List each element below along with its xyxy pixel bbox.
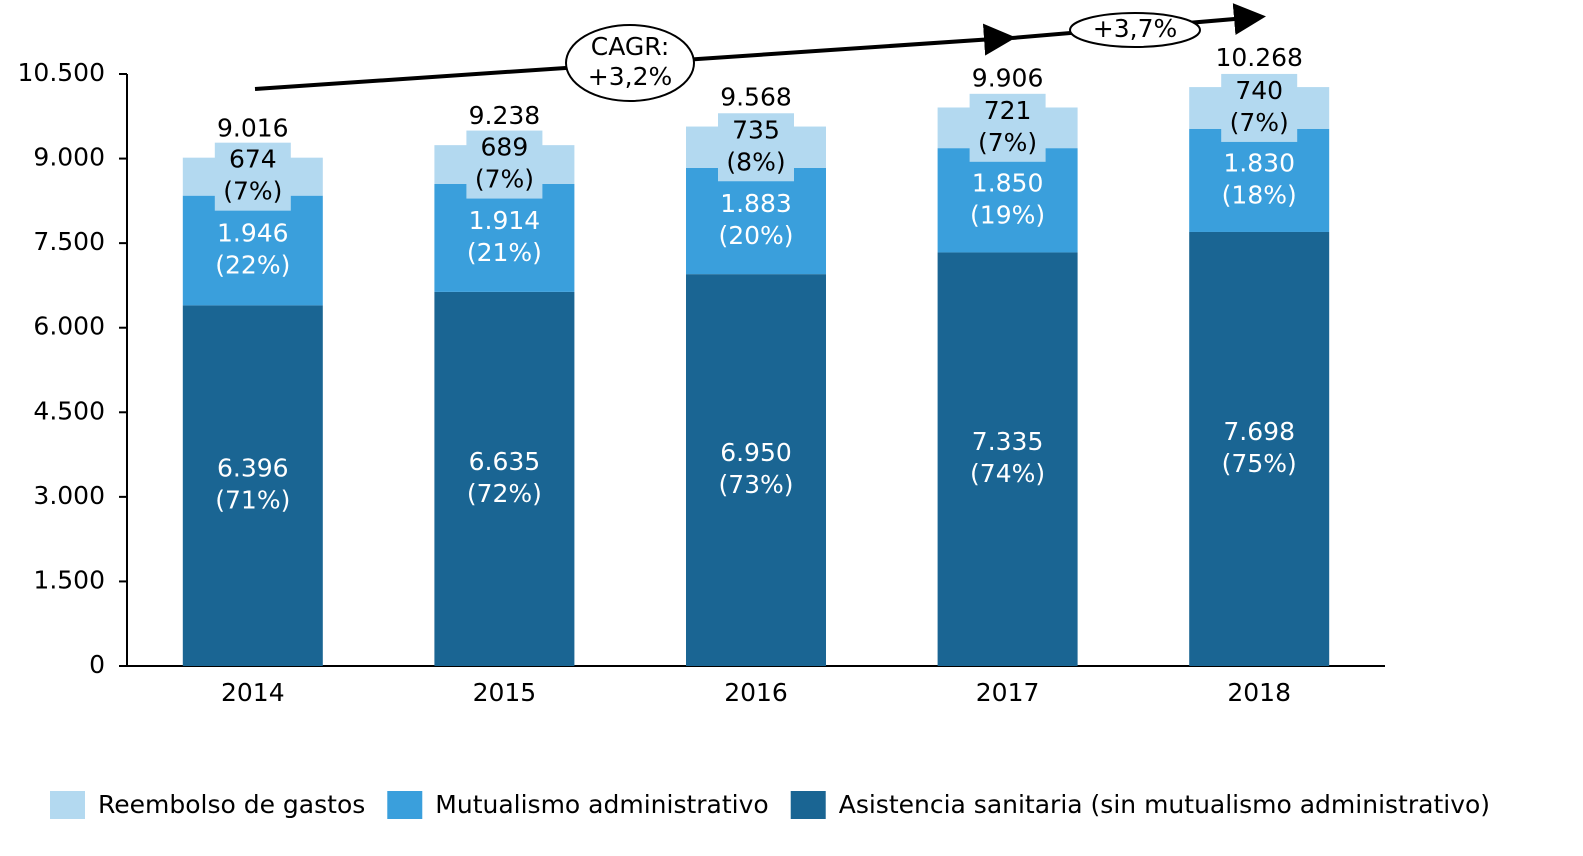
value-label: 1.914: [469, 206, 541, 235]
annotation-bubble: [1069, 12, 1201, 48]
bar-segment: [182, 195, 323, 306]
annotation-bubble: [565, 24, 695, 102]
bar-segment: [937, 252, 1078, 666]
share-label: (18%): [1222, 180, 1297, 209]
value-label: 740: [1235, 76, 1283, 105]
label-bg: [1221, 73, 1298, 142]
x-tick-label: 2014: [221, 678, 285, 707]
total-label: 9.906: [972, 63, 1044, 92]
y-tick-label: 9.000: [33, 143, 105, 172]
annotation: +3,7%: [1093, 14, 1177, 43]
annotation: +3,2%: [588, 62, 672, 91]
legend-swatch: [387, 791, 423, 819]
total-label: 9.016: [217, 114, 289, 143]
share-label: (75%): [1222, 449, 1297, 478]
legend-swatch: [790, 791, 826, 819]
bar-segment: [1189, 231, 1330, 666]
share-label: (72%): [467, 479, 542, 508]
x-tick-label: 2015: [473, 678, 537, 707]
label-bg: [214, 142, 291, 211]
x-tick-label: 2018: [1227, 678, 1291, 707]
y-tick-label: 10.500: [18, 58, 105, 87]
label-bg: [718, 113, 794, 182]
share-label: (8%): [726, 147, 785, 176]
total-label: 9.238: [469, 101, 541, 130]
share-label: (19%): [970, 200, 1045, 229]
legend-label: Mutualismo administrativo: [435, 790, 768, 819]
value-label: 689: [481, 133, 529, 162]
y-tick-label: 1.500: [33, 565, 105, 594]
total-label: 9.568: [720, 83, 792, 112]
y-tick-label: 4.500: [33, 396, 105, 425]
value-label: 6.635: [469, 447, 541, 476]
share-label: (7%): [1230, 108, 1289, 137]
value-label: 7.335: [972, 427, 1044, 456]
share-label: (7%): [475, 165, 534, 194]
bar-segment: [686, 167, 826, 275]
legend-label: Asistencia sanitaria (sin mutualismo adm…: [839, 790, 1490, 819]
label-bg: [969, 93, 1046, 162]
share-label: (71%): [215, 486, 290, 515]
value-label: 1.830: [1223, 148, 1295, 177]
value-label: 721: [984, 96, 1032, 125]
y-tick-label: 6.000: [33, 312, 105, 341]
bar-segment: [434, 291, 575, 666]
share-label: (7%): [223, 177, 282, 206]
share-label: (20%): [718, 221, 793, 250]
bar-segment: [434, 183, 575, 292]
share-label: (21%): [467, 238, 542, 267]
share-label: (7%): [978, 128, 1037, 157]
value-label: 735: [732, 115, 780, 144]
value-label: 1.883: [720, 189, 792, 218]
y-tick-label: 7.500: [33, 227, 105, 256]
bar-segment: [1189, 128, 1330, 232]
legend-label: Reembolso de gastos: [98, 790, 365, 819]
total-label: 10.268: [1215, 43, 1302, 72]
share-label: (74%): [970, 459, 1045, 488]
x-tick-label: 2016: [724, 678, 788, 707]
bar-segment: [686, 274, 826, 666]
value-label: 674: [229, 145, 277, 174]
bar-segment: [937, 148, 1078, 253]
x-tick-label: 2017: [976, 678, 1040, 707]
share-label: (73%): [718, 470, 793, 499]
value-label: 1.850: [972, 168, 1044, 197]
value-label: 6.950: [720, 438, 792, 467]
value-label: 6.396: [217, 454, 289, 483]
value-label: 7.698: [1223, 417, 1295, 446]
share-label: (22%): [215, 251, 290, 280]
value-label: 1.946: [217, 219, 289, 248]
y-tick-label: 0: [89, 650, 105, 679]
label-bg: [466, 130, 543, 199]
legend-swatch: [50, 791, 85, 819]
bar-segment: [182, 305, 323, 666]
annotation: CAGR:: [591, 32, 670, 61]
y-tick-label: 3.000: [33, 481, 105, 510]
